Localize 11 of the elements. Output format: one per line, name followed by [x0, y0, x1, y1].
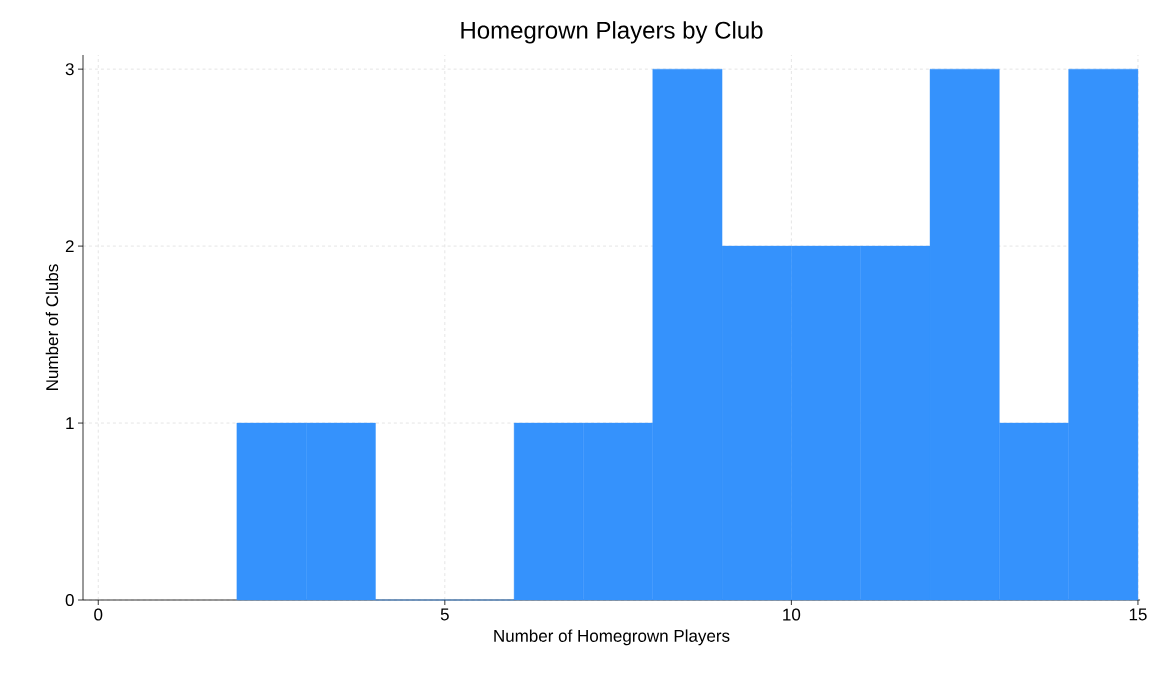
x-tick-label: 5 — [440, 608, 449, 621]
x-tick-label: 0 — [94, 608, 103, 621]
y-tick-label: 2 — [65, 240, 74, 253]
x-axis-title: Number of Homegrown Players — [494, 629, 730, 646]
y-tick-label: 1 — [66, 417, 74, 429]
x-tick-label: 15 — [1129, 608, 1147, 621]
y-tick-label: 3 — [65, 63, 74, 76]
y-tick-label: 0 — [65, 593, 74, 607]
x-tick-label: 10 — [783, 608, 801, 621]
chart-title: Homegrown Players by Club — [461, 21, 763, 44]
y-axis-title: Number of Clubs — [45, 264, 59, 390]
